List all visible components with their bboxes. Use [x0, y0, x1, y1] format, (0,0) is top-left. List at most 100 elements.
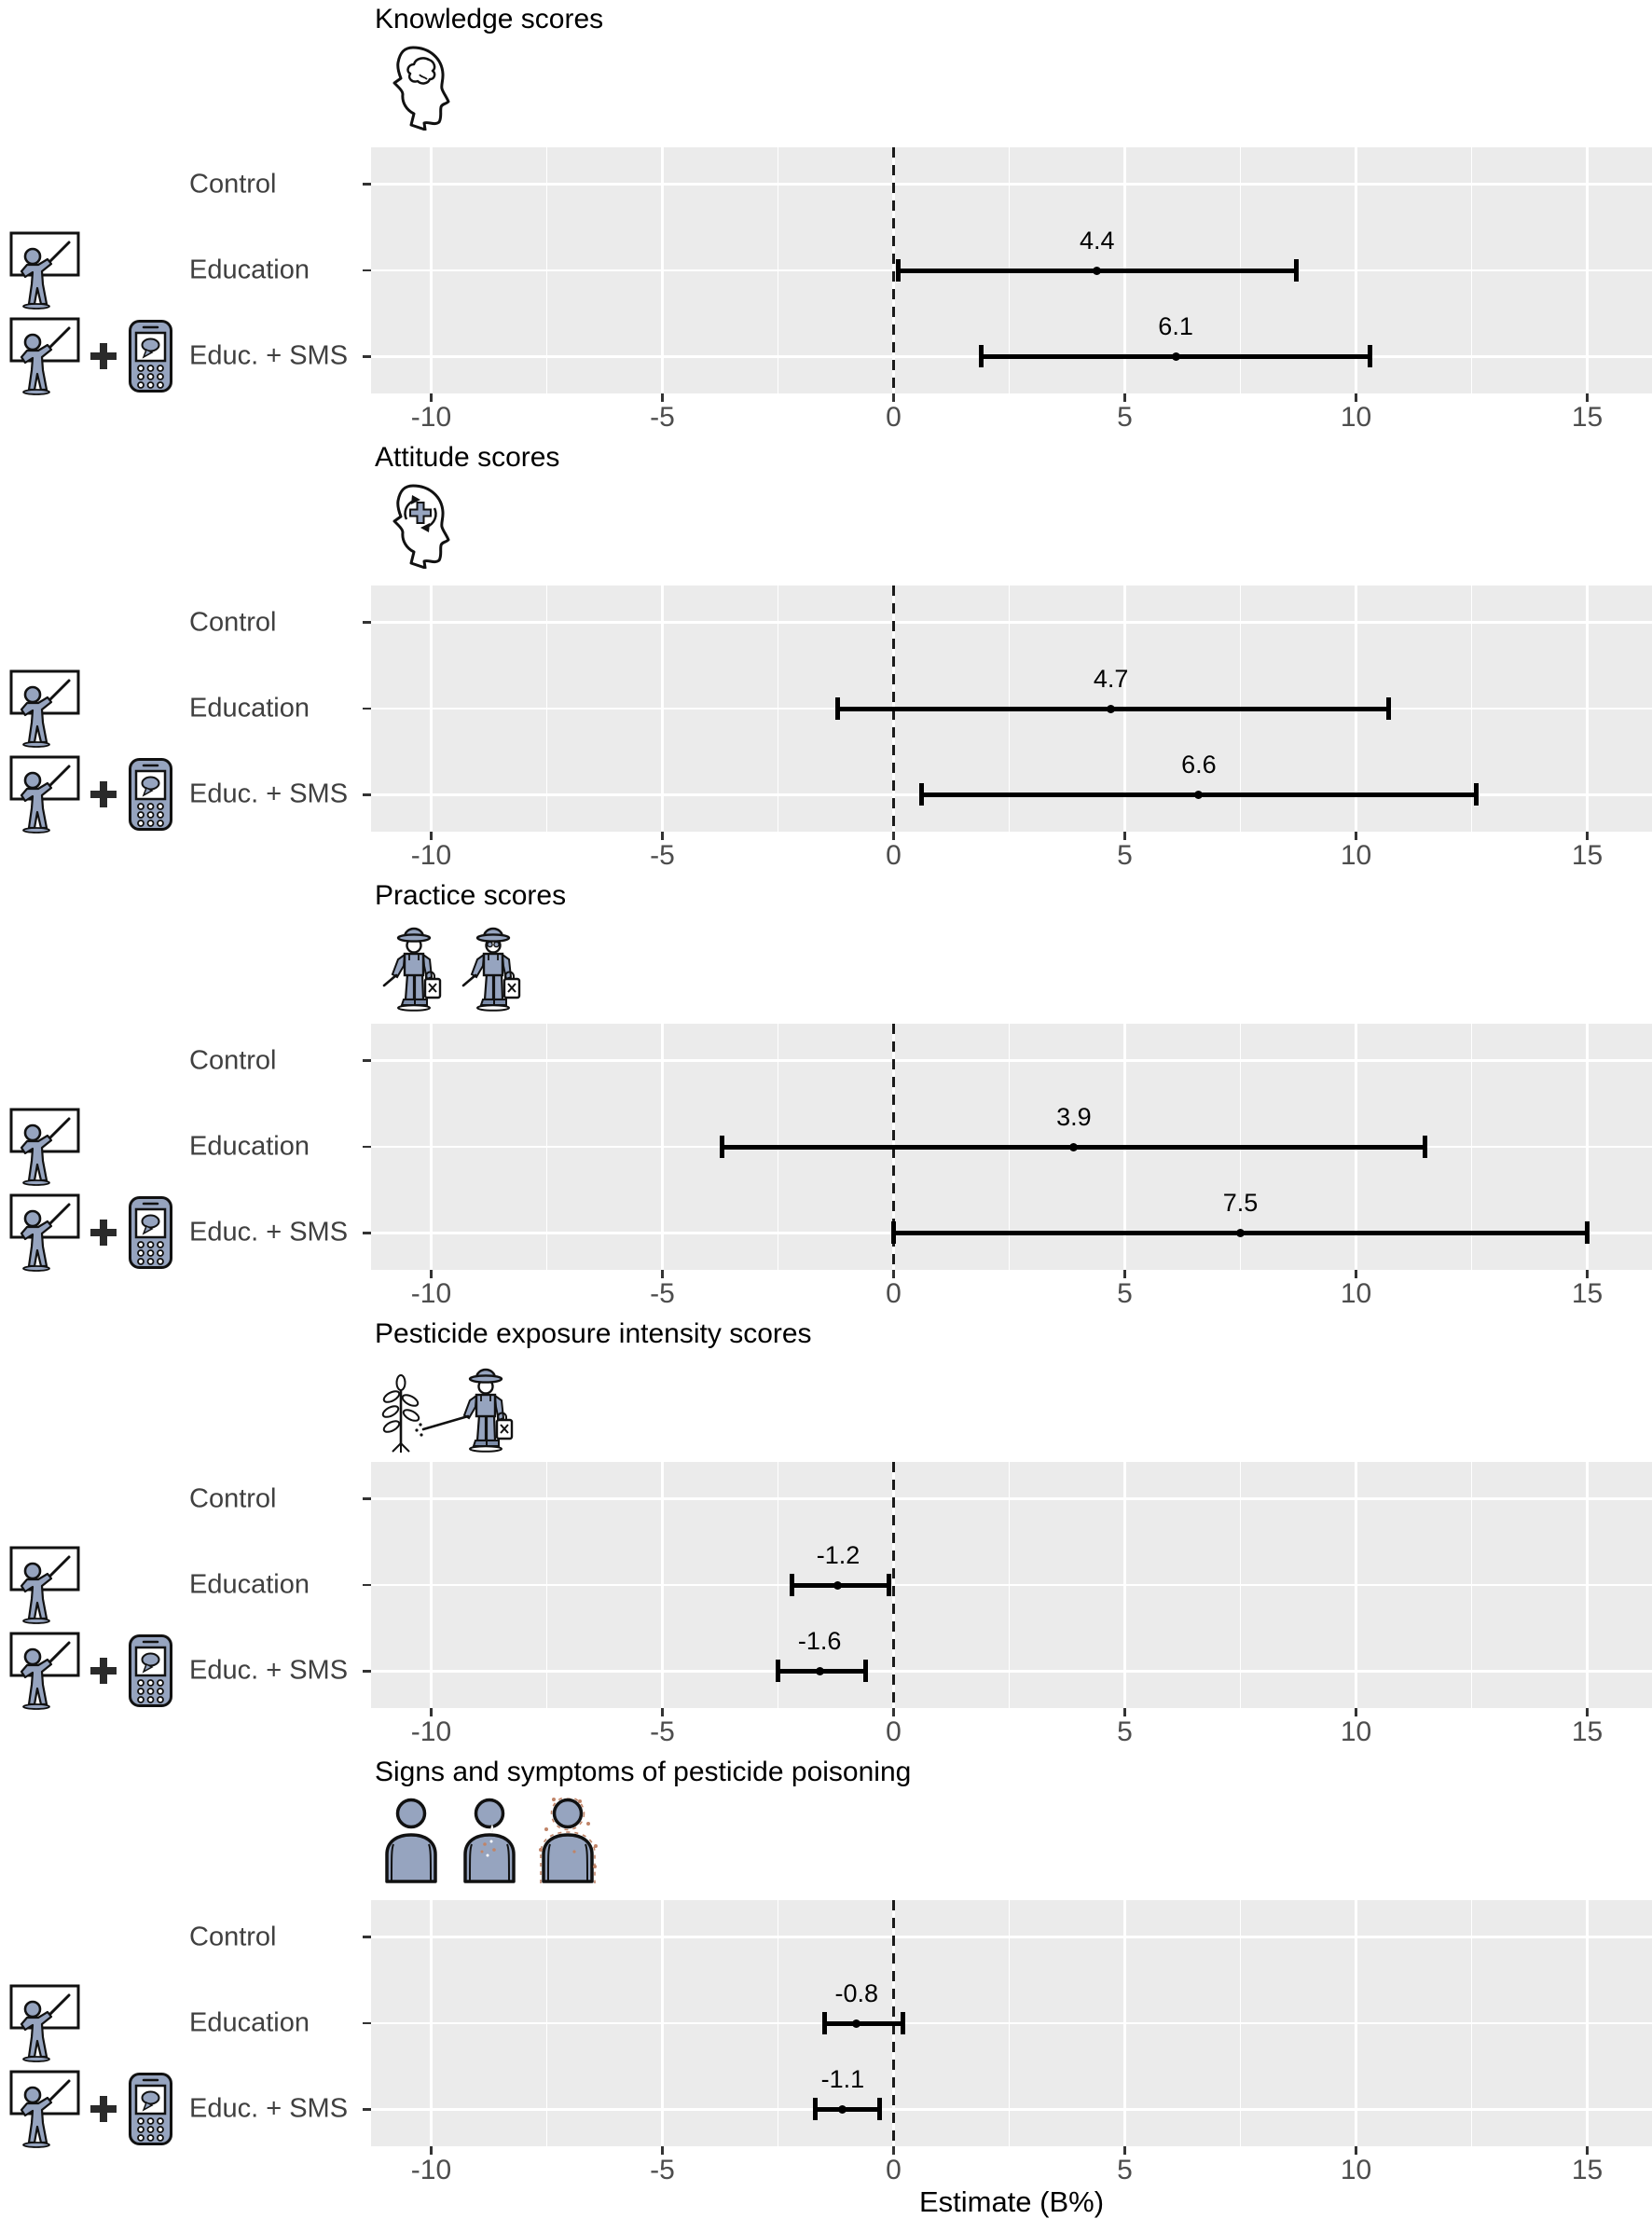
plot-area-symptoms: -0.8 -1.1	[371, 1900, 1652, 2146]
x-tick-label: -10	[410, 402, 452, 433]
ci-cap-upper	[1585, 1221, 1590, 1245]
x-tick-label: 5	[1117, 402, 1133, 433]
x-tick-label: 10	[1340, 2155, 1372, 2185]
x-tick-mark	[1355, 1270, 1357, 1278]
point-estimate-dot	[1107, 704, 1116, 713]
x-tick-label: 0	[886, 402, 902, 433]
x-tick-label: 15	[1571, 402, 1604, 433]
x-axis-title: Estimate (B%)	[918, 2185, 1105, 2218]
x-tick-label: 5	[1117, 840, 1133, 871]
x-tick-label: 5	[1117, 1716, 1133, 1747]
ci-line	[815, 2106, 880, 2112]
y-axis-tick	[363, 1059, 371, 1062]
row-label-practice-2: Educ. + SMS	[189, 1217, 349, 1247]
x-tick-label: 15	[1571, 840, 1604, 871]
x-tick-mark	[892, 832, 895, 840]
point-estimate-dot	[833, 1580, 843, 1590]
row-gridline	[371, 183, 1652, 186]
x-tick-label: -10	[410, 1278, 452, 1309]
plus-icon	[89, 1218, 118, 1247]
x-axis-attitude: -10 -5 0 5 10 15	[0, 832, 1652, 876]
row-gridline	[371, 1059, 1652, 1062]
ci-errorbar-knowledge-2: 6.1	[979, 312, 1372, 368]
y-axis-tick	[363, 1936, 371, 1938]
plus-icon	[89, 2094, 118, 2124]
x-tick-label: 0	[886, 1278, 902, 1309]
estimate-value-label: 3.9	[1056, 1103, 1092, 1131]
row-label-practice-0: Control	[189, 1045, 277, 1076]
mobile-phone-sms-icon	[129, 2073, 172, 2146]
plot-zone-knowledge: 4.4 6.1 Control Education Educ. + SMS	[0, 147, 1652, 396]
x-tick-mark	[1123, 2146, 1126, 2155]
x-tick-label: -5	[650, 840, 675, 871]
row-label-exposure-1: Education	[189, 1569, 310, 1600]
estimate-value-label: 7.5	[1222, 1189, 1259, 1218]
panel-attitude: Attitude scores 4.7 6.6 Control Education E…	[0, 438, 1652, 876]
x-tick-label: -10	[410, 2155, 452, 2185]
zero-reference-line	[892, 1462, 895, 1708]
point-estimate-dot	[1171, 351, 1180, 361]
x-tick-mark	[1586, 1270, 1589, 1278]
teacher-whiteboard-icon	[9, 1193, 80, 1273]
x-tick-mark	[1355, 1708, 1357, 1716]
ci-cap-upper	[863, 1660, 869, 1683]
mobile-phone-sms-icon	[129, 1196, 172, 1270]
x-tick-label: -5	[650, 2155, 675, 2185]
x-tick-mark	[1123, 1270, 1126, 1278]
x-tick-mark	[430, 393, 433, 402]
row-label-exposure-0: Control	[189, 1483, 277, 1514]
ci-errorbar-practice-1: 3.9	[720, 1103, 1428, 1159]
ci-cap-lower	[812, 2098, 818, 2121]
x-tick-label: 15	[1571, 1716, 1604, 1747]
ci-cap-lower	[835, 697, 841, 720]
estimate-value-label: 6.1	[1158, 312, 1193, 341]
plot-area-practice: 3.9 7.5	[371, 1024, 1652, 1270]
row-label-practice-1: Education	[189, 1131, 310, 1162]
panel-title-symptoms: Signs and symptoms of pesticide poisonin…	[375, 1757, 912, 1787]
row-gridline	[371, 1670, 1652, 1673]
ci-errorbar-attitude-1: 4.7	[835, 665, 1391, 721]
x-tick-label: 10	[1340, 1716, 1372, 1747]
y-axis-tick	[363, 1145, 371, 1149]
estimate-value-label: 4.7	[1093, 665, 1129, 693]
point-estimate-dot	[1069, 1142, 1079, 1151]
mobile-phone-sms-icon	[129, 1634, 172, 1708]
teacher-whiteboard-icon	[9, 669, 80, 748]
x-tick-mark	[661, 393, 664, 402]
ci-cap-lower	[895, 259, 901, 282]
ci-errorbar-knowledge-1: 4.4	[895, 227, 1299, 283]
point-estimate-dot	[815, 1666, 824, 1675]
x-tick-label: -5	[650, 1278, 675, 1309]
y-axis-tick	[363, 2108, 371, 2111]
y-axis-tick	[363, 269, 371, 272]
row-label-knowledge-1: Education	[189, 255, 310, 285]
teacher-whiteboard-icon	[9, 2070, 80, 2149]
x-tick-mark	[661, 1270, 664, 1278]
x-tick-mark	[1123, 1708, 1126, 1716]
x-tick-mark	[430, 832, 433, 840]
x-tick-mark	[1586, 393, 1589, 402]
row-gridline	[371, 1583, 1652, 1587]
ci-cap-lower	[789, 1574, 794, 1596]
x-tick-label: 10	[1340, 1278, 1372, 1309]
attitude-head-positive-icon	[380, 483, 451, 569]
estimate-value-label: -1.2	[816, 1541, 860, 1569]
ci-errorbar-practice-2: 7.5	[891, 1189, 1590, 1245]
zero-reference-line	[892, 147, 895, 393]
x-tick-mark	[661, 832, 664, 840]
x-tick-mark	[661, 2146, 664, 2155]
ci-cap-upper	[1293, 259, 1299, 282]
y-axis-tick	[363, 793, 371, 796]
point-estimate-dot	[1236, 1228, 1246, 1237]
y-axis-tick	[363, 707, 371, 710]
panel-title-knowledge: Knowledge scores	[375, 4, 604, 34]
ci-errorbar-attitude-2: 6.6	[918, 751, 1479, 806]
x-tick-mark	[1586, 2146, 1589, 2155]
ci-cap-lower	[891, 1221, 896, 1245]
panel-symptoms: Signs and symptoms of pesticide poisonin…	[0, 1753, 1652, 2191]
ci-cap-upper	[1367, 345, 1372, 368]
ci-errorbar-symptoms-1: -0.8	[821, 1979, 905, 2035]
symptoms-torsos-icon	[380, 1798, 604, 1884]
x-axis-exposure: -10 -5 0 5 10 15	[0, 1708, 1652, 1753]
